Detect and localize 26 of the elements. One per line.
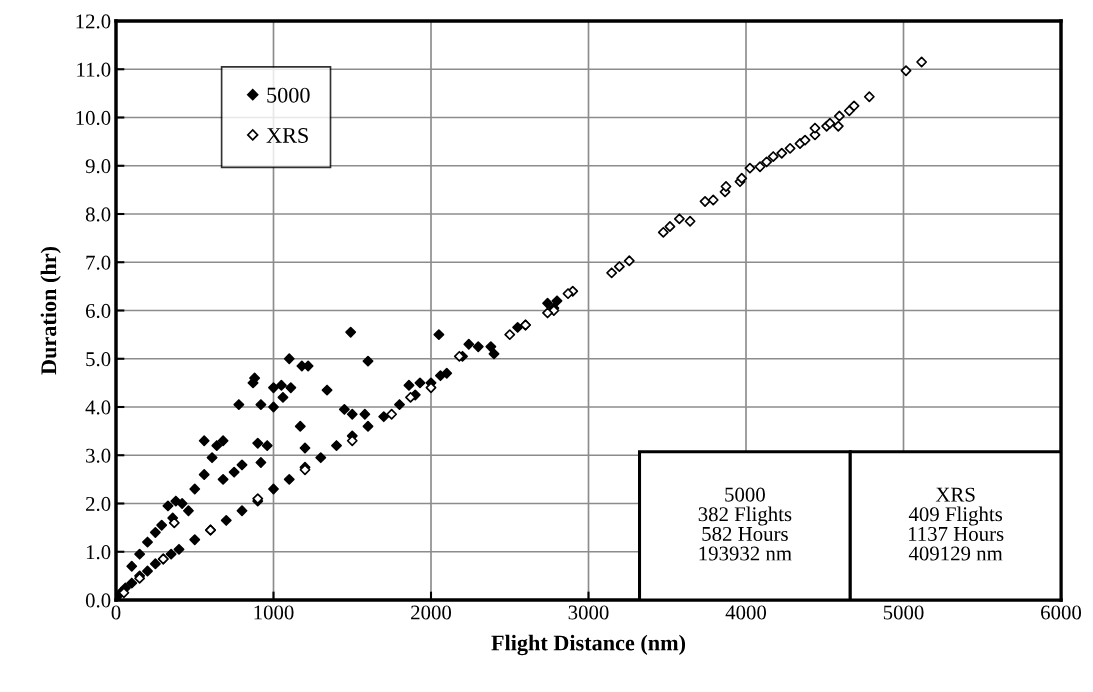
- x-tick-label: 0: [111, 605, 121, 620]
- y-tick-label: 7.0: [86, 255, 111, 270]
- y-tick-label: 8.0: [85, 207, 111, 222]
- annotation: XRS 409 Flights 1137 Hours 409129 nm: [908, 487, 1004, 561]
- y-tick-label: 0.0: [85, 593, 111, 608]
- y-tick-label: 5.0: [86, 352, 111, 367]
- x-tick-label: 1000: [254, 605, 294, 620]
- y-tick-label: 2.0: [86, 496, 111, 512]
- y-tick-label: 1.0: [86, 545, 111, 560]
- x-tick-label: 3000: [568, 605, 609, 620]
- y-tick-label: 12.0: [76, 14, 111, 29]
- y-tick-label: 3.0: [86, 448, 111, 463]
- y-tick-label: 10.0: [76, 110, 111, 126]
- y-tick-label: 11.0: [77, 62, 111, 77]
- x-axis-title: Flight Distance (nm): [491, 634, 686, 656]
- x-tick-label: 4000: [725, 605, 767, 620]
- x-tick-label: 6000: [1041, 605, 1082, 620]
- legend-label: XRS: [266, 127, 308, 143]
- legend-label: 5000: [267, 87, 310, 103]
- y-tick-label: 4.0: [85, 400, 111, 415]
- annotation: 5000 382 Flights 582 Hours 193932 nm: [698, 487, 792, 561]
- y-tick-label: 9.0: [85, 159, 111, 174]
- y-tick-label: 6.0: [85, 303, 111, 319]
- y-axis-title: Duration (hr): [40, 246, 61, 375]
- x-tick-label: 5000: [883, 605, 924, 620]
- x-tick-label: 2000: [411, 605, 452, 620]
